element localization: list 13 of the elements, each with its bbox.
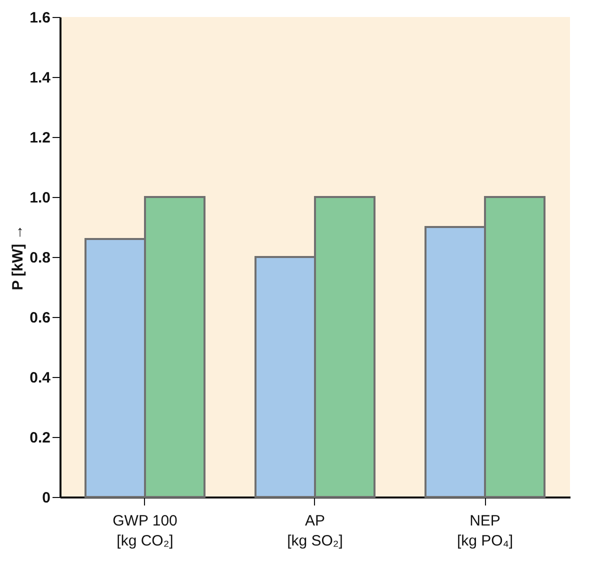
x-tick-label: NEP [kg PO₄] [456,512,514,550]
y-tick-label: 1.2 [30,130,50,146]
y-tick-label: 1.0 [30,190,50,206]
y-axis-title: P [kW] → [10,224,27,290]
y-tick-label: 0 [42,490,50,506]
x-tick-label: GWP 100 [kg CO₂] [112,512,178,550]
y-tick-label: 0.2 [30,430,50,446]
y-tick-label: 1.6 [30,10,50,26]
x-tick-label: AP [kg SO₂] [287,512,343,550]
y-tick-label: 1.4 [30,70,52,86]
y-tick-label: 0.4 [30,370,52,386]
y-tick-label: 0.8 [30,250,50,266]
y-tick-label: 0.6 [30,310,50,326]
